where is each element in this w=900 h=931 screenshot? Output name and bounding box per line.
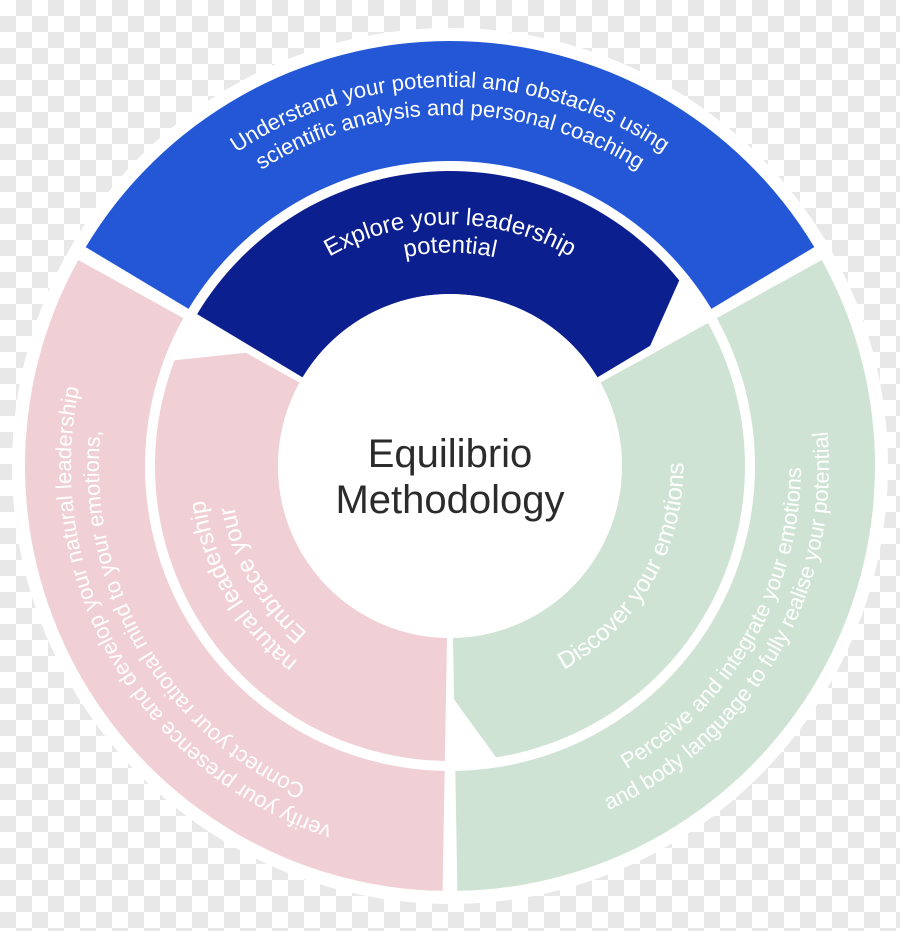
equilibrio-diagram: Explore your leadershippotentialUndersta…	[10, 26, 890, 906]
